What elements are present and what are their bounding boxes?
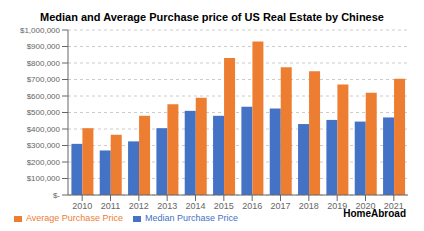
svg-text:2018: 2018 — [299, 201, 319, 211]
svg-text:$700,000: $700,000 — [27, 75, 61, 84]
svg-text:2014: 2014 — [185, 201, 205, 211]
svg-text:$200,000: $200,000 — [27, 158, 61, 167]
svg-text:2010: 2010 — [72, 201, 92, 211]
svg-text:2011: 2011 — [101, 201, 120, 211]
svg-text:$600,000: $600,000 — [27, 92, 61, 101]
svg-text:2013: 2013 — [157, 201, 177, 211]
svg-text:$800,000: $800,000 — [27, 59, 61, 68]
svg-text:$1,000,000: $1,000,000 — [20, 26, 61, 35]
svg-text:2017: 2017 — [270, 201, 290, 211]
svg-text:$900,000: $900,000 — [27, 42, 61, 51]
svg-text:$500,000: $500,000 — [27, 108, 61, 117]
svg-text:2012: 2012 — [129, 201, 149, 211]
svg-text:2016: 2016 — [242, 201, 262, 211]
svg-text:$300,000: $300,000 — [27, 141, 61, 150]
svg-text:$400,000: $400,000 — [27, 125, 61, 134]
svg-text:2015: 2015 — [214, 201, 234, 211]
svg-text:$100,000: $100,000 — [27, 174, 61, 183]
svg-text:$-: $- — [53, 191, 60, 200]
